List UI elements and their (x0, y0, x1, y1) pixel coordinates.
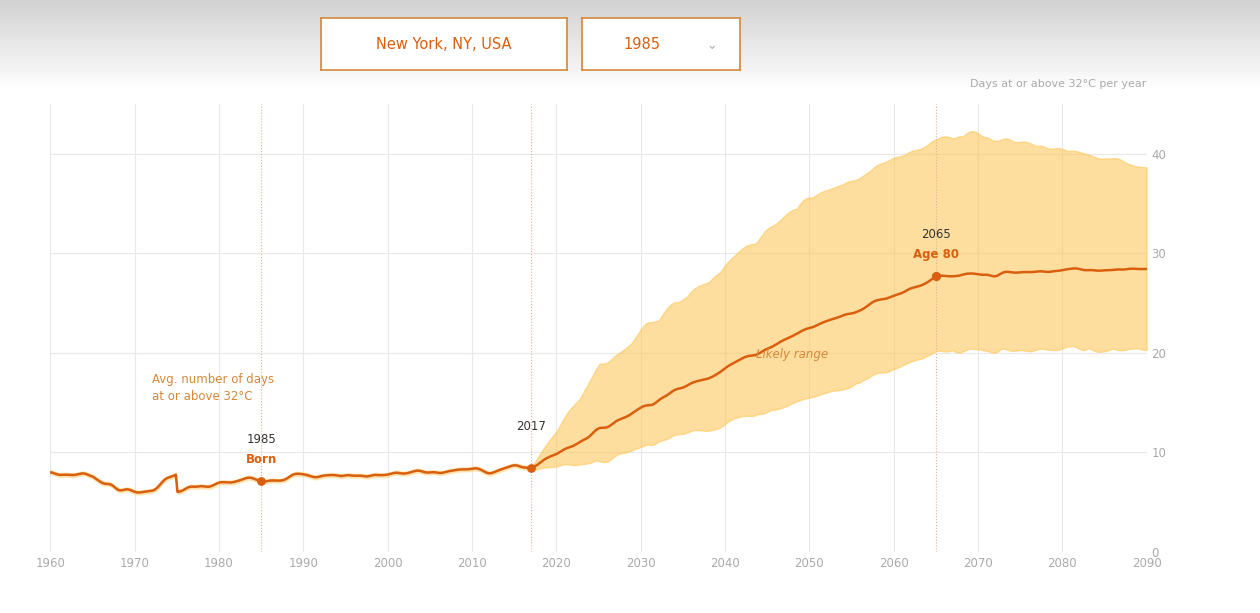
Text: New York, NY, USA: New York, NY, USA (377, 37, 512, 52)
Text: Age 80: Age 80 (912, 248, 959, 261)
Text: Born: Born (246, 453, 277, 466)
Text: Likely range: Likely range (756, 348, 829, 361)
Text: 1985: 1985 (624, 37, 660, 52)
Text: Avg. number of days
at or above 32°C: Avg. number of days at or above 32°C (151, 373, 273, 403)
Text: 1985: 1985 (247, 433, 276, 446)
Point (926, 272, 946, 281)
Point (251, 476, 271, 486)
Text: ⌄: ⌄ (706, 39, 717, 52)
Point (520, 463, 541, 473)
Text: Days at or above 32°C per year: Days at or above 32°C per year (970, 78, 1147, 88)
Text: 2065: 2065 (921, 229, 950, 242)
Text: 2017: 2017 (517, 420, 546, 433)
